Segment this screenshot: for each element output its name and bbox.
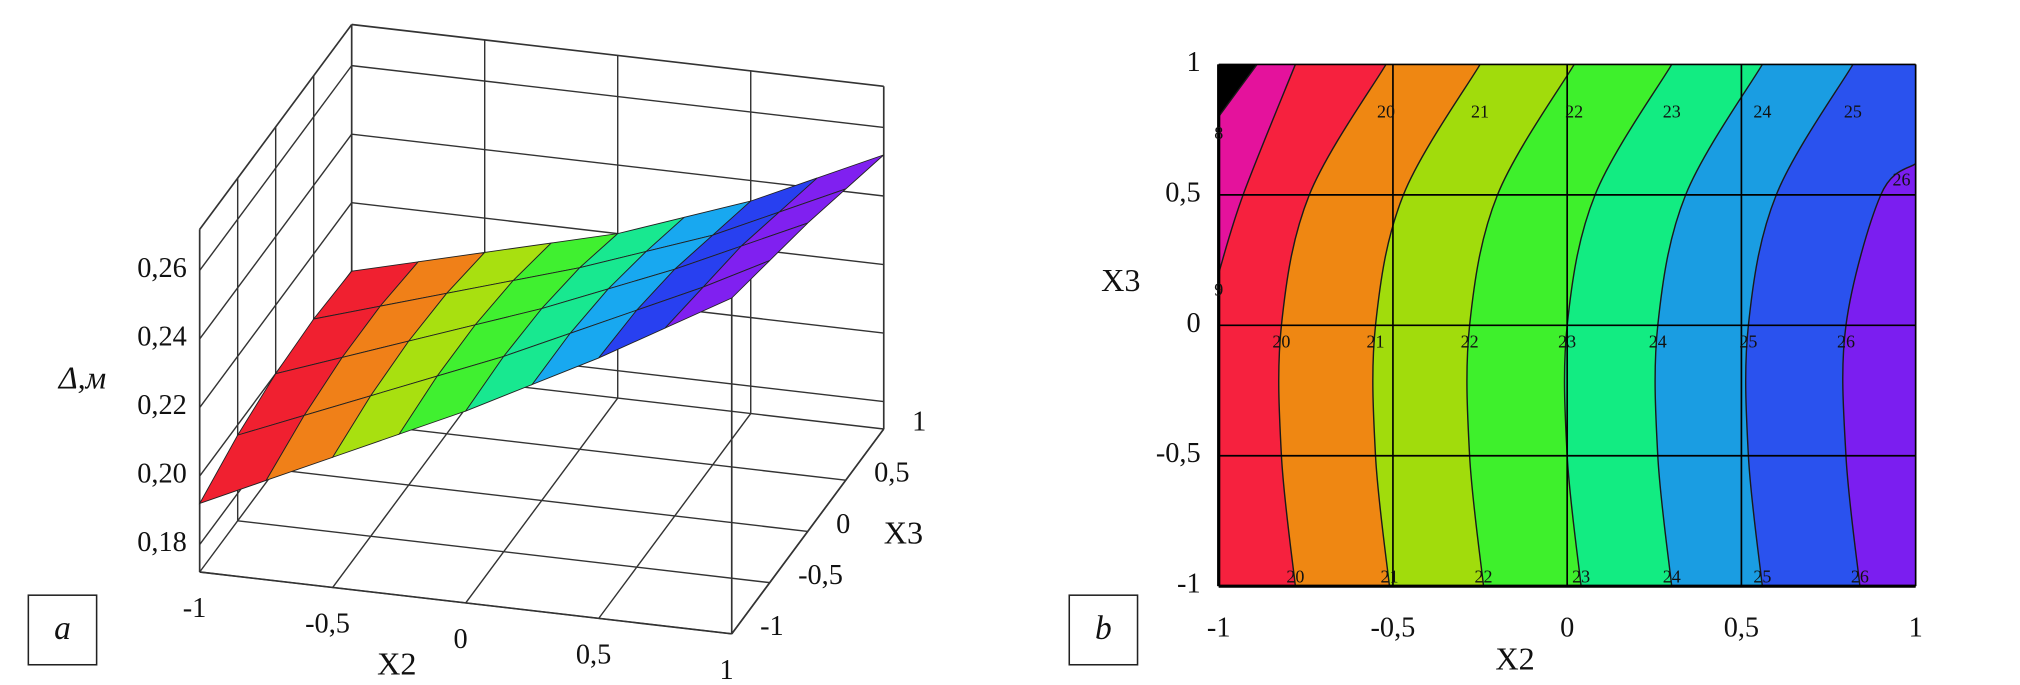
y-tick-label: 0 [836,509,850,540]
y-axis-label: X3 [1101,262,1140,298]
contour-label: 26 [1851,567,1869,587]
y-tick-label: -0,5 [798,560,843,591]
x-tick-label: -0,5 [305,609,350,640]
x-tick-label: 0,5 [576,640,611,671]
z-tick-label: 0,18 [137,527,187,558]
box-edge [199,23,353,230]
floor-grid-line [237,520,770,584]
contour-label: 21 [1380,567,1398,587]
y-axis-label: X3 [884,514,923,550]
contour-label: 21 [1367,331,1385,351]
x-tick-label: -1 [183,593,207,624]
box-edge [351,23,884,88]
contour-label: 20 [1272,331,1290,351]
y-tick-label: 1 [912,406,926,437]
x-tick-label: 0 [1560,612,1574,643]
box-edge [199,571,732,635]
y-tick-label: 0,5 [1165,177,1200,208]
contour-label: 20 [1286,567,1304,587]
wall-grid-line [351,64,884,129]
z-tick-label: 0,20 [137,459,187,490]
contour-label: 23 [1558,331,1576,351]
contour-label: 22 [1565,102,1583,122]
x-axis-label: X2 [1495,641,1534,677]
wall-grid-line [199,133,353,340]
panel-label-box [27,594,98,666]
contour-label: 22 [1461,331,1479,351]
floor-grid-line [275,468,808,533]
surface-cell [664,260,771,329]
panel-label: b [1095,610,1112,647]
y-tick-label: 1 [1186,47,1200,78]
panel-label-box [1068,594,1139,666]
contour-label: 23 [1572,567,1590,587]
contour-line [1218,64,1258,118]
contour-label: 24 [1649,331,1667,351]
y-tick-label: -1 [760,611,784,642]
y-tick-label: 0,5 [874,458,909,489]
x-axis-label: X2 [377,646,416,682]
contour-line [1842,162,1916,587]
x-tick-label: -0,5 [1371,612,1416,643]
contour-label: 20 [1377,102,1395,122]
y-tick-label: 0 [1186,308,1200,339]
contour-label: 25 [1739,331,1757,351]
x-tick-label: 0,5 [1724,612,1759,643]
x-tick-label: 1 [719,655,733,685]
y-tick-label: -0,5 [1156,438,1201,469]
panel-label: a [54,610,71,647]
box-edge [731,428,885,635]
contour-label: 8 [1214,123,1223,143]
wall-grid-line [199,202,353,408]
z-tick-label: 0,22 [137,390,187,421]
contour-label: 25 [1844,102,1862,122]
contour-label: 26 [1837,331,1855,351]
contour-label: 23 [1663,102,1681,122]
z-axis-label: Δ,м [57,360,106,396]
z-tick-label: 0,24 [137,321,187,352]
x-tick-label: 1 [1909,612,1923,643]
x-tick-label: 0 [453,624,467,655]
contour-label: 9 [1214,279,1223,299]
wall-grid-line [199,65,353,271]
contour-label: 24 [1663,567,1681,587]
contour-label: 26 [1892,170,1910,190]
contour-label: 25 [1753,567,1771,587]
z-tick-label: 0,26 [137,253,187,284]
y-tick-label: -1 [1177,569,1201,600]
x-tick-label: -1 [1207,612,1231,643]
contour-label: 22 [1475,567,1493,587]
contour-label: 21 [1471,102,1489,122]
contour-label: 24 [1753,102,1771,122]
